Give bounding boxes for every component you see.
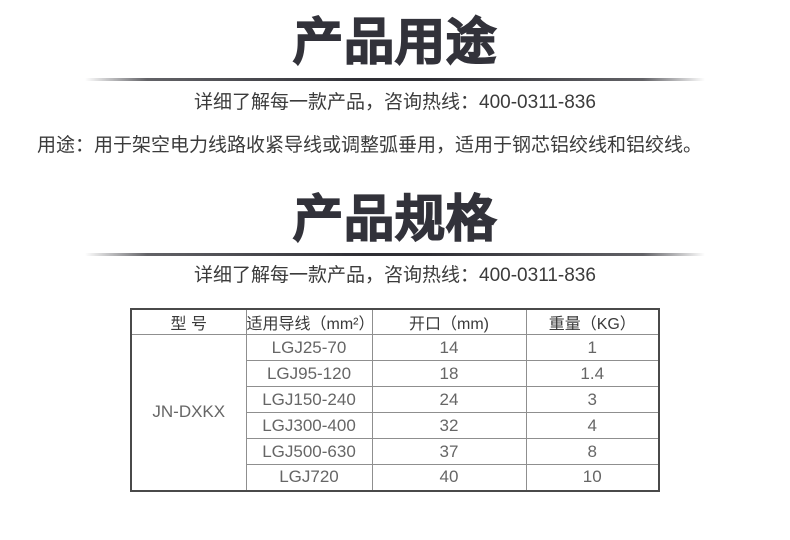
- opening-cell: 32: [371, 412, 527, 439]
- section-divider: [85, 253, 705, 256]
- table-row: LGJ95-120 18 1.4: [131, 360, 660, 387]
- opening-cell: 40: [371, 464, 527, 491]
- col-header-model: 型 号: [130, 308, 247, 335]
- opening-cell: 14: [371, 334, 527, 361]
- weight-cell: 1: [525, 334, 660, 361]
- spec-table: 型 号 适用导线（mm²） 开口（mm) 重量（KG） JN-DXKX LGJ2…: [130, 308, 660, 492]
- model-cell: JN-DXKX: [130, 334, 247, 491]
- table-row: JN-DXKX LGJ25-70 14 1: [130, 334, 660, 491]
- weight-cell: 10: [525, 464, 660, 491]
- wire-cell: LGJ150-240: [245, 386, 373, 413]
- opening-cell: 37: [371, 438, 527, 465]
- usage-description: 用途：用于架空电力线路收紧导线或调整弧垂用，适用于钢芯铝绞线和铝绞线。: [37, 135, 703, 156]
- wire-cell: LGJ720: [245, 464, 373, 491]
- spec-table-header-row: 型 号 适用导线（mm²） 开口（mm) 重量（KG）: [130, 308, 660, 335]
- usage-section-title: 产品用途: [292, 13, 497, 71]
- table-row: LGJ150-240 24 3: [131, 386, 660, 413]
- col-header-opening: 开口（mm): [371, 308, 527, 335]
- col-header-wire: 适用导线（mm²）: [245, 308, 373, 335]
- table-row: LGJ500-630 37 8: [131, 438, 660, 465]
- col-header-weight: 重量（KG）: [525, 308, 660, 335]
- weight-cell: 1.4: [525, 360, 660, 387]
- hotline-text: 详细了解每一款产品，咨询热线：400-0311-836: [194, 92, 596, 113]
- spec-section-title: 产品规格: [292, 190, 497, 248]
- product-detail-page: 产品用途 详细了解每一款产品，咨询热线：400-0311-836 用途：用于架空…: [0, 13, 790, 540]
- spec-section: 产品规格 详细了解每一款产品，咨询热线：400-0311-836 型 号 适用导…: [0, 190, 790, 492]
- table-row: LGJ720 40 10: [131, 464, 660, 491]
- opening-cell: 18: [371, 360, 527, 387]
- weight-cell: 4: [525, 412, 660, 439]
- wire-cell: LGJ300-400: [245, 412, 373, 439]
- wire-cell: LGJ500-630: [245, 438, 373, 465]
- wire-cell: LGJ95-120: [245, 360, 373, 387]
- weight-cell: 8: [525, 438, 660, 465]
- weight-cell: 3: [525, 386, 660, 413]
- usage-section: 产品用途 详细了解每一款产品，咨询热线：400-0311-836 用途：用于架空…: [0, 13, 790, 158]
- section-divider: [85, 78, 705, 81]
- opening-cell: 24: [371, 386, 527, 413]
- hotline-text: 详细了解每一款产品，咨询热线：400-0311-836: [194, 265, 596, 286]
- table-row: LGJ300-400 32 4: [131, 412, 660, 439]
- wire-cell: LGJ25-70: [245, 334, 373, 361]
